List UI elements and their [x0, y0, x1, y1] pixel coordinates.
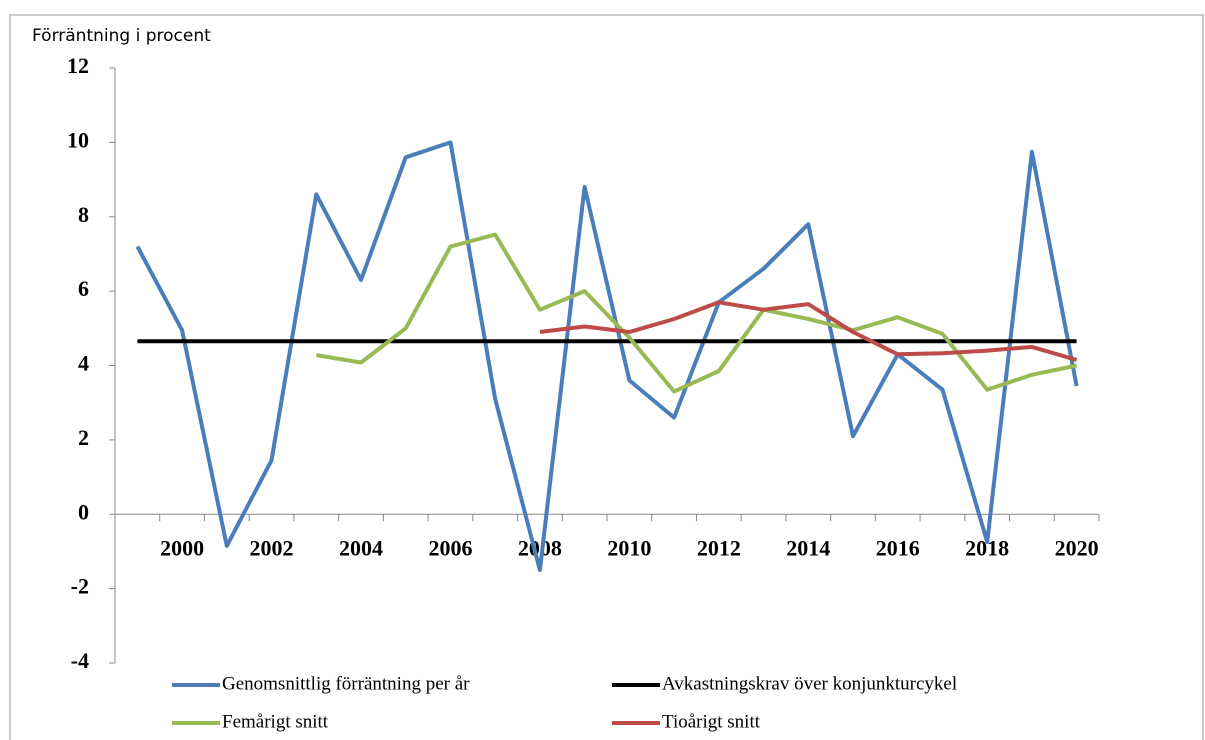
legend-label: Genomsnittlig förräntning per år — [222, 673, 470, 694]
legend-label: Avkastningskrav över konjunkturcykel — [662, 673, 957, 694]
chart-frame — [9, 14, 1204, 740]
legend-label: Tioårigt snitt — [662, 711, 761, 732]
legend-label: Femårigt snitt — [222, 711, 329, 732]
y-tick-label: 8 — [78, 202, 89, 227]
y-tick-label: 2 — [78, 425, 89, 450]
x-tick-label: 2012 — [697, 535, 741, 560]
x-tick-label: 2014 — [786, 535, 830, 560]
x-tick-label: 2010 — [607, 535, 651, 560]
y-tick-label: 10 — [67, 127, 89, 152]
x-tick-label: 2000 — [160, 535, 204, 560]
x-tick-label: 2002 — [250, 535, 294, 560]
y-tick-label: 4 — [78, 351, 89, 376]
y-tick-label: 0 — [78, 499, 89, 524]
series-line — [539, 300, 1078, 362]
x-tick-label: 2016 — [876, 535, 920, 560]
series-line — [315, 232, 1078, 394]
x-tick-label: 2004 — [339, 535, 383, 560]
y-tick-label: 12 — [67, 53, 89, 78]
y-tick-label: -2 — [71, 574, 89, 599]
x-tick-label: 2006 — [428, 535, 472, 560]
y-tick-label: -4 — [71, 648, 89, 673]
y-axis-label: Förräntning i procent — [32, 26, 211, 46]
y-tick-label: 6 — [78, 276, 89, 301]
x-tick-label: 2020 — [1055, 535, 1099, 560]
series-line — [135, 140, 1079, 572]
